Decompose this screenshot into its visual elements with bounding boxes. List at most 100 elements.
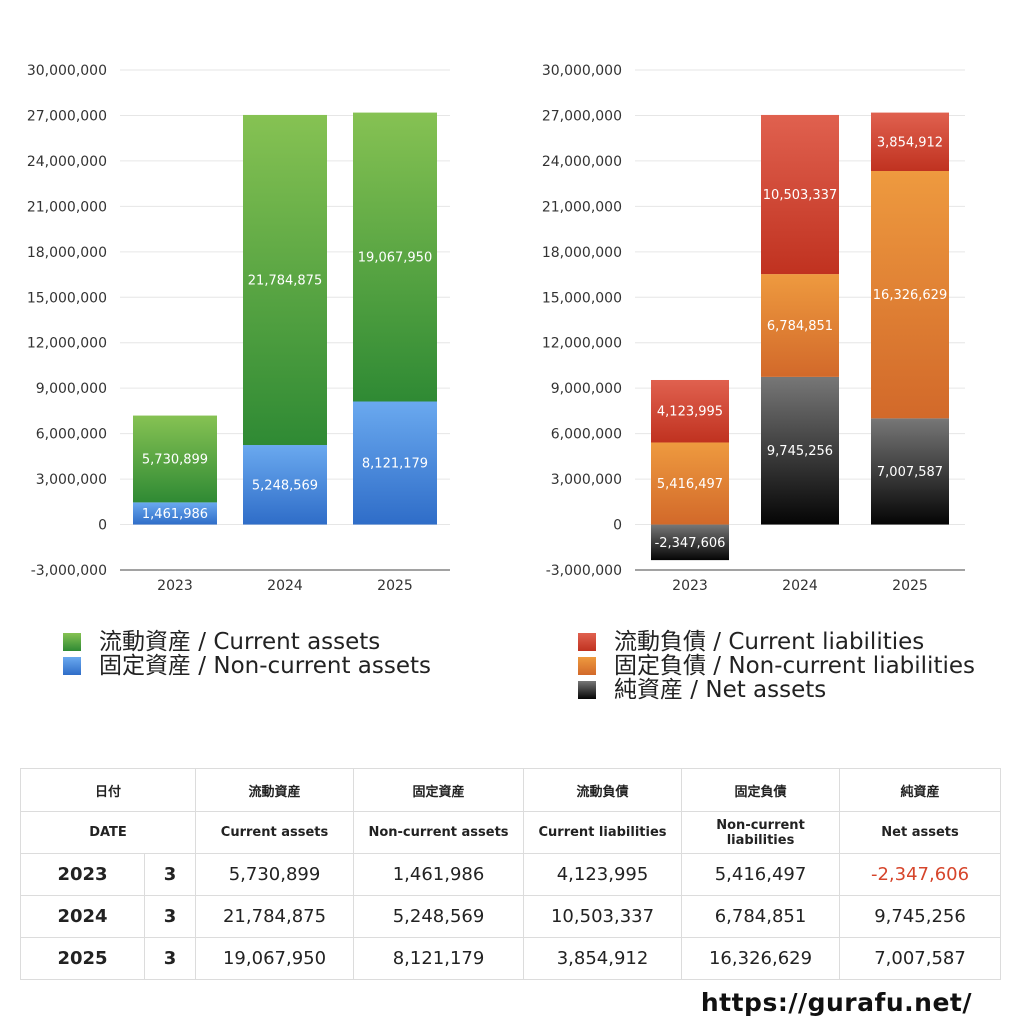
assets-legend: 流動資産 / Current assets 固定資産 / Non-current … [63, 630, 431, 678]
header-current-assets-jp: 流動資産 [195, 768, 355, 812]
table-row: 2025 3 19,067,950 8,121,179 3,854,912 16… [20, 937, 1002, 980]
cell-current-assets: 5,730,899 [195, 853, 355, 896]
bar-segment [353, 401, 437, 525]
header-net-assets-jp: 純資産 [839, 768, 1002, 812]
y-tick-label: -3,000,000 [31, 563, 107, 579]
table-header-en: DATE Current assets Non-current assets C… [19, 811, 1002, 854]
legend-swatch [63, 633, 81, 651]
x-tick-label: 2023 [672, 578, 708, 594]
assets-legend-item: 固定資産 / Non-current assets [63, 654, 431, 678]
row-month: 3 [143, 937, 197, 980]
row-year: 2025 [20, 937, 145, 980]
legend-swatch [578, 633, 596, 651]
cell-current-liabilities: 4,123,995 [523, 853, 683, 896]
bar-data-label: 3,854,912 [877, 135, 943, 150]
bar-data-label: 4,123,995 [657, 405, 723, 420]
cell-noncurrent-liabilities: 6,784,851 [681, 895, 841, 938]
bar-data-label: 7,007,587 [877, 465, 943, 480]
y-tick-label: 18,000,000 [542, 245, 622, 261]
y-tick-label: 3,000,000 [551, 472, 622, 488]
legend-label: 流動負債 / Current liabilities [614, 629, 925, 655]
legend-swatch [63, 657, 81, 675]
cell-net-assets: 7,007,587 [839, 937, 1002, 980]
assets-legend-item: 流動資産 / Current assets [63, 630, 431, 654]
liabilities-legend: 流動負債 / Current liabilities 固定負債 / Non-cur… [578, 630, 975, 702]
bar-segment [243, 445, 327, 525]
bar-data-label: 19,067,950 [358, 251, 432, 266]
bar-data-label: 6,784,851 [767, 319, 833, 334]
bar-segment [761, 376, 839, 525]
bar-data-label: 16,326,629 [873, 288, 947, 303]
y-tick-label: 15,000,000 [542, 290, 622, 306]
header-noncurrent-assets-jp: 固定資産 [353, 768, 525, 812]
table-row: 2023 3 5,730,899 1,461,986 4,123,995 5,4… [20, 853, 1002, 896]
row-year: 2023 [20, 853, 145, 896]
header-net-assets-en: Net assets [839, 811, 1002, 854]
row-month: 3 [143, 895, 197, 938]
x-tick-label: 2025 [892, 578, 928, 594]
cell-noncurrent-assets: 8,121,179 [353, 937, 525, 980]
liabilities-legend-item: 固定負債 / Non-current liabilities [578, 654, 975, 678]
bar-segment [871, 418, 949, 525]
bar-segment [761, 274, 839, 377]
cell-noncurrent-liabilities: 16,326,629 [681, 937, 841, 980]
cell-current-liabilities: 3,854,912 [523, 937, 683, 980]
bar-data-label: -2,347,606 [655, 536, 726, 551]
y-tick-label: 21,000,000 [542, 199, 622, 215]
bar-segment [133, 415, 217, 503]
bar-segment [761, 114, 839, 275]
bar-data-label: 8,121,179 [362, 457, 428, 472]
x-tick-label: 2024 [267, 578, 303, 594]
x-tick-label: 2025 [377, 578, 413, 594]
bar-data-label: 5,248,569 [252, 478, 318, 493]
bar-segment [651, 379, 729, 443]
y-tick-label: 21,000,000 [27, 199, 107, 215]
header-noncurrent-liabilities-jp: 固定負債 [681, 768, 841, 812]
bar-data-label: 9,745,256 [767, 444, 833, 459]
y-tick-label: 12,000,000 [542, 336, 622, 352]
cell-noncurrent-assets: 1,461,986 [353, 853, 525, 896]
y-tick-label: 0 [98, 518, 107, 534]
cell-current-liabilities: 10,503,337 [523, 895, 683, 938]
bar-segment [651, 442, 729, 525]
y-tick-label: 3,000,000 [36, 472, 107, 488]
table-header-jp: 日付 流動資産 固定資産 流動負債 固定負債 純資産 [19, 768, 1002, 812]
legend-label: 純資産 / Net assets [614, 677, 827, 703]
y-tick-label: 24,000,000 [27, 154, 107, 170]
cell-noncurrent-assets: 5,248,569 [353, 895, 525, 938]
liabilities-legend-item: 純資産 / Net assets [578, 678, 975, 702]
bar-data-label: 5,730,899 [142, 452, 208, 467]
x-tick-label: 2023 [157, 578, 193, 594]
assets-chart: 30,000,000 27,000,000 24,000,000 21,000,000… [27, 63, 450, 594]
x-tick-label: 2024 [782, 578, 818, 594]
y-tick-label: 0 [613, 518, 622, 534]
y-tick-label: 30,000,000 [542, 63, 622, 79]
header-date-en: DATE [19, 811, 197, 854]
y-tick-label: -3,000,000 [546, 563, 622, 579]
y-tick-label: 27,000,000 [542, 108, 622, 124]
legend-label: 固定資産 / Non-current assets [99, 653, 432, 679]
liabilities-legend-item: 流動負債 / Current liabilities [578, 630, 975, 654]
row-year: 2024 [20, 895, 145, 938]
cell-net-assets: 9,745,256 [839, 895, 1002, 938]
site-url[interactable]: https://gurafu.net/ [700, 988, 972, 1017]
bar-data-label: 5,416,497 [657, 477, 723, 492]
bar-data-label: 21,784,875 [248, 273, 322, 288]
y-tick-label: 6,000,000 [36, 427, 107, 443]
row-month: 3 [143, 853, 197, 896]
legend-swatch [578, 657, 596, 675]
legend-label: 固定負債 / Non-current liabilities [614, 653, 975, 679]
legend-swatch [578, 681, 596, 699]
bar-segment [871, 112, 949, 171]
cell-net-assets: -2,347,606 [839, 853, 1002, 896]
header-date-jp: 日付 [19, 768, 197, 812]
y-tick-label: 12,000,000 [27, 336, 107, 352]
legend-label: 流動資産 / Current assets [99, 629, 381, 655]
table-row: 2024 3 21,784,875 5,248,569 10,503,337 6… [20, 895, 1002, 938]
y-tick-label: 9,000,000 [551, 381, 622, 397]
bar-segment [243, 114, 327, 446]
bar-data-label: 10,503,337 [763, 188, 837, 203]
cell-current-assets: 19,067,950 [195, 937, 355, 980]
bar-segment [651, 524, 729, 561]
y-tick-label: 6,000,000 [551, 427, 622, 443]
